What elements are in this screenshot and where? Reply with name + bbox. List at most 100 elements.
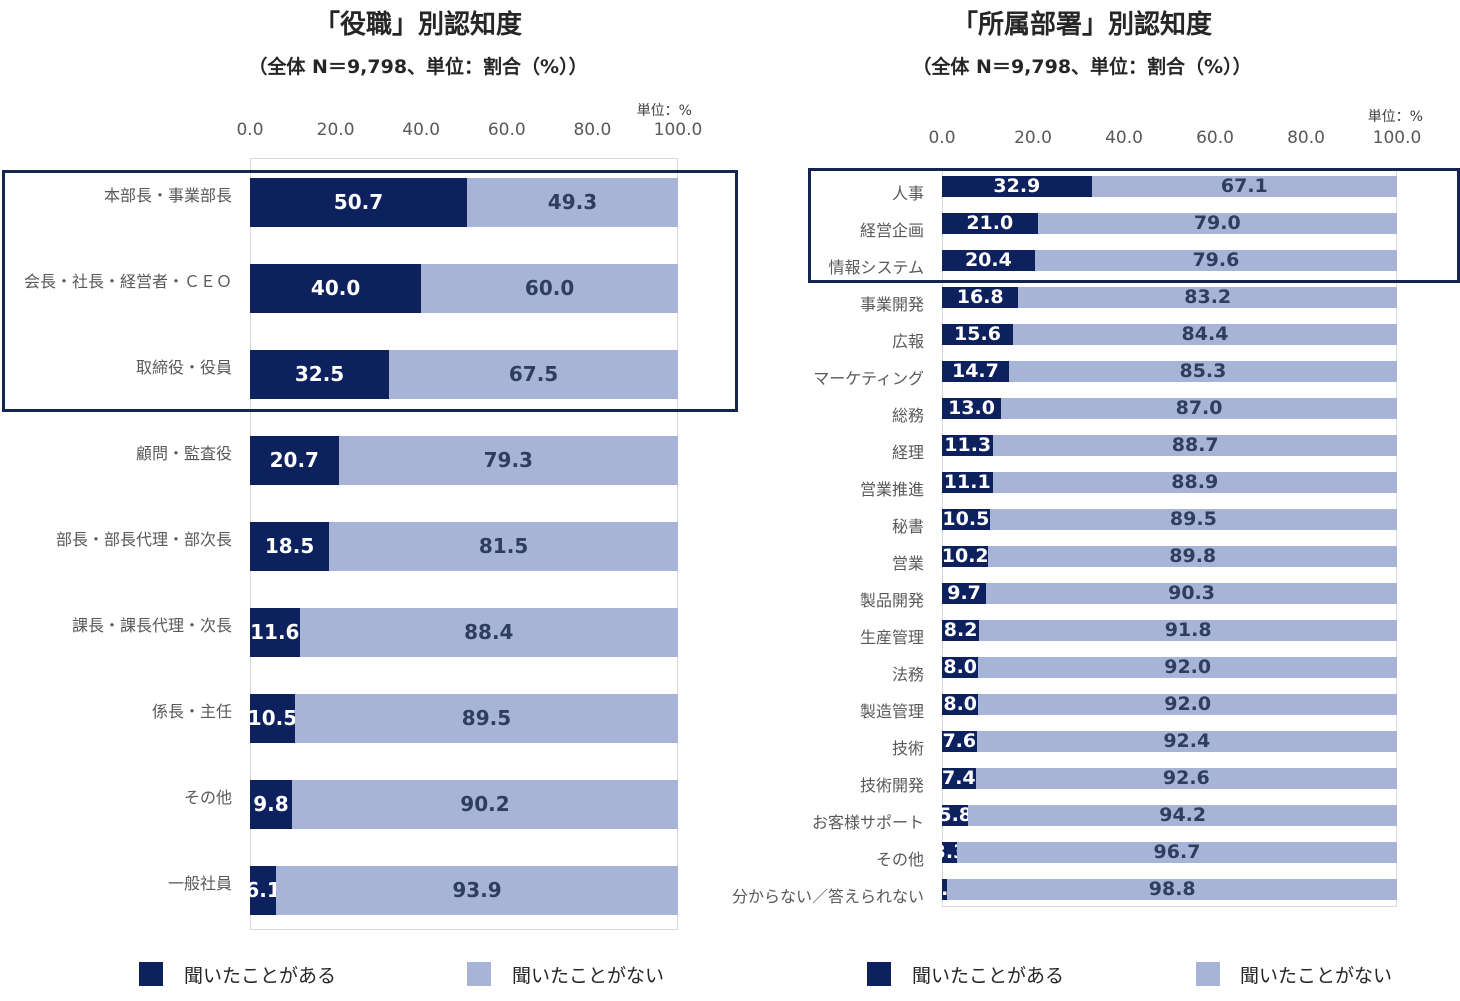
chart2-category-label: 法務 bbox=[891, 664, 924, 684]
chart2-data-label: 8.0 bbox=[943, 655, 978, 678]
chart2-data-label: 92.0 bbox=[1164, 692, 1212, 715]
chart2-bar-no bbox=[1008, 361, 1397, 382]
chart1-category-label: 一般社員 bbox=[167, 873, 232, 893]
chart1-data-label: 89.5 bbox=[461, 706, 512, 731]
chart1-data-label: 10.5 bbox=[247, 706, 298, 731]
chart1-category-label: 課長・課長代理・次長 bbox=[71, 615, 232, 635]
chart2-bar-yes bbox=[942, 583, 987, 604]
chart2-bar-yes bbox=[942, 768, 976, 789]
chart2-bar-no bbox=[978, 657, 1397, 678]
chart2-data-label: 92.4 bbox=[1163, 729, 1211, 752]
chart2-category-label: その他 bbox=[875, 849, 924, 869]
chart2-data-label: 88.7 bbox=[1171, 433, 1219, 456]
chart2-bar-no bbox=[986, 583, 1397, 604]
chart1-data-label: 88.4 bbox=[464, 620, 514, 645]
chart2-bar-yes bbox=[942, 361, 1009, 382]
chart1-tick-label: 80.0 bbox=[573, 120, 612, 140]
chart2-category-label: 技術 bbox=[891, 738, 924, 758]
chart2-category-label: 広報 bbox=[891, 331, 924, 351]
chart1-category-label: 顧問・監査役 bbox=[135, 443, 232, 463]
chart1-data-label: 18.5 bbox=[264, 534, 315, 559]
chart1-data-label: 11.6 bbox=[250, 620, 300, 645]
chart1-tick-label: 20.0 bbox=[316, 120, 355, 140]
chart2-category-label: 人事 bbox=[891, 183, 924, 203]
chart1-bar-no bbox=[299, 608, 678, 657]
chart2-bar-no bbox=[976, 731, 1397, 752]
chart1-data-label: 49.3 bbox=[547, 190, 598, 215]
chart2-bar-yes bbox=[942, 250, 1035, 271]
chart2-data-label: 79.6 bbox=[1192, 248, 1240, 271]
chart2-legend-swatch bbox=[867, 962, 891, 986]
chart2-legend-label: 聞いたことがない bbox=[1240, 965, 1393, 987]
chart2-tick-label: 40.0 bbox=[1105, 128, 1143, 148]
chart2-title: 「所属部署」別認知度 bbox=[951, 10, 1212, 40]
chart1-tick-label: 0.0 bbox=[236, 120, 264, 140]
chart2-data-label: 16.8 bbox=[956, 285, 1004, 308]
chart1-bar-no bbox=[421, 264, 678, 313]
chart1-bar-no bbox=[338, 436, 678, 485]
chart1-data-label: 93.9 bbox=[452, 878, 502, 903]
chart2-bar-no bbox=[1034, 250, 1397, 271]
chart2-tick-label: 60.0 bbox=[1196, 128, 1234, 148]
chart2-data-label: 20.4 bbox=[964, 248, 1012, 271]
chart2-tick-label: 80.0 bbox=[1287, 128, 1325, 148]
chart2-data-label: 92.0 bbox=[1164, 655, 1212, 678]
chart2-data-label: 11.1 bbox=[943, 470, 991, 493]
chart1-bar-yes bbox=[250, 264, 422, 313]
chart2-category-label: 分からない／答えられない bbox=[731, 886, 924, 906]
chart1-tick-label: 60.0 bbox=[487, 120, 526, 140]
chart1-data-label: 81.5 bbox=[478, 534, 529, 559]
chart1-bar-yes bbox=[250, 350, 390, 399]
chart2-bar-yes bbox=[942, 435, 994, 456]
chart2-bar-no bbox=[979, 620, 1397, 641]
chart2-category-label: 営業推進 bbox=[859, 479, 924, 499]
chart2-bar-yes bbox=[942, 694, 979, 715]
chart2-data-label: 98.8 bbox=[1148, 877, 1196, 900]
chart2-category-label: 営業 bbox=[891, 553, 924, 573]
chart1-data-label: 67.5 bbox=[508, 362, 559, 387]
chart2-bar-yes bbox=[942, 287, 1019, 308]
chart1-data-label: 40.0 bbox=[310, 276, 361, 301]
chart2-highlight-box bbox=[808, 168, 1460, 283]
chart2-bar-yes bbox=[942, 176, 1092, 197]
chart1-data-label: 20.7 bbox=[269, 448, 319, 473]
chart1-bar-no bbox=[389, 350, 678, 399]
chart2-data-label: 7.4 bbox=[941, 766, 976, 789]
chart2-data-label: 83.2 bbox=[1184, 285, 1232, 308]
chart2-data-label: 88.9 bbox=[1171, 470, 1219, 493]
chart1-data-label: 9.8 bbox=[253, 792, 289, 817]
chart2-bar-no bbox=[957, 842, 1397, 863]
chart1-title: 「役職」別認知度 bbox=[313, 10, 522, 40]
chart1-data-label: 50.7 bbox=[333, 190, 384, 215]
chart2-category-label: マーケティング bbox=[813, 368, 924, 388]
chart2-category-label: 事業開発 bbox=[859, 294, 924, 314]
chart1-data-label: 32.5 bbox=[294, 362, 345, 387]
chart2-category-label: 製品開発 bbox=[859, 590, 924, 610]
chart1-data-label: 79.3 bbox=[483, 448, 533, 473]
chart2-bar-yes bbox=[942, 842, 957, 863]
chart2-data-label: 13.0 bbox=[948, 396, 995, 419]
chart2-category-label: 技術開発 bbox=[859, 775, 924, 795]
chart2-bar-yes bbox=[942, 805, 969, 826]
chart2-data-label: 5.8 bbox=[938, 803, 973, 826]
chart2-data-label: 89.5 bbox=[1169, 507, 1217, 530]
chart2-bar-yes bbox=[942, 546, 989, 567]
chart2-bar-yes bbox=[942, 398, 1002, 419]
chart1-subtitle: （全体 N＝9,798、単位：割合（%）） bbox=[248, 56, 588, 78]
chart2-bar-no bbox=[1012, 324, 1397, 345]
chart2-bar-yes bbox=[942, 472, 993, 493]
chart2-data-label: 94.2 bbox=[1159, 803, 1207, 826]
chart2-data-label: 89.8 bbox=[1169, 544, 1217, 567]
chart1-category-label: 部長・部長代理・部次長 bbox=[55, 529, 232, 549]
chart2-data-label: 90.3 bbox=[1168, 581, 1215, 604]
chart2-bar-no bbox=[1018, 287, 1397, 308]
chart2-data-label: 87.0 bbox=[1175, 396, 1223, 419]
chart1-legend-swatch bbox=[139, 962, 163, 986]
chart1-bar-no bbox=[294, 694, 678, 743]
chart1-bar-yes bbox=[250, 436, 339, 485]
chart2-bar-yes bbox=[942, 657, 979, 678]
chart2-data-label: 91.8 bbox=[1164, 618, 1212, 641]
chart2-bar-yes bbox=[942, 213, 1038, 234]
chart1-tick-label: 40.0 bbox=[402, 120, 441, 140]
chart1-category-label: 取締役・役員 bbox=[135, 357, 232, 377]
